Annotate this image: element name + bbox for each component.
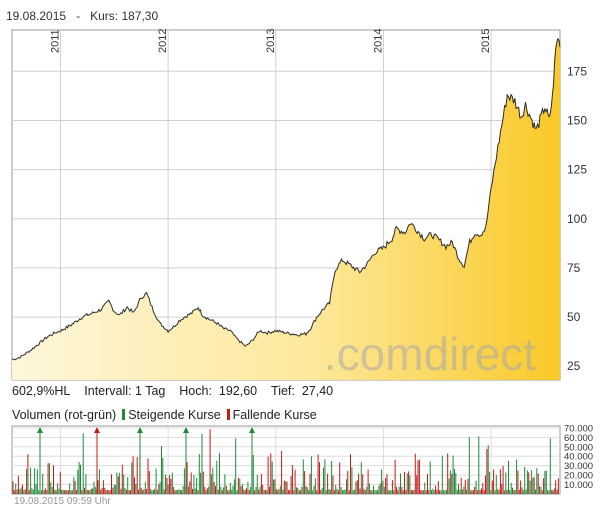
stat-hoch-value: 192,60 [218,384,258,398]
stat-tief-value: 27,40 [301,384,334,398]
volume-y-tick-labels: 10.00020.00030.00040.00050.00060.00070.0… [564,424,593,491]
price-x-tick-label: 2015 [480,29,492,53]
rising-label: Steigende Kurse [128,408,221,422]
price-y-tick-label: 100 [567,212,587,226]
falling-swatch [226,409,230,420]
volume-y-tick-label: 10.000 [564,480,593,491]
price-area [12,38,560,381]
price-y-tick-label: 25 [567,359,581,373]
volume-y-tick-label: 70.000 [564,424,593,434]
price-x-tick-label: 2013 [265,29,277,53]
price-x-tick-label: 2014 [372,29,384,53]
price-y-tick-label: 125 [567,163,587,177]
header-date: 19.08.2015 [6,9,67,23]
header-separator: - [76,9,81,23]
volume-legend: Volumen (rot-grün) Steigende Kurse Fallend… [12,408,317,422]
stat-hl: 602,9%HL [12,384,71,398]
price-y-tick-label: 175 [567,64,587,78]
volume-y-tick-label: 50.000 [564,442,593,453]
chart-header: 19.08.2015 - Kurs: 187,30 [6,9,158,23]
price-y-tick-label: 150 [567,113,587,127]
price-x-tick-label: 2011 [49,29,61,53]
rising-swatch [122,409,126,420]
watermark-logo: .comdirect [324,328,536,380]
price-x-tick-label: 2012 [157,29,169,53]
volume-chart: 10.00020.00030.00040.00050.00060.00070.0… [11,424,593,495]
falling-label: Fallende Kurse [232,408,317,422]
volume-grid [12,426,560,494]
volume-peak-arrow [183,427,189,433]
volume-bars [12,427,559,494]
volume-y-tick-label: 40.000 [564,452,593,463]
price-y-tick-label: 75 [567,261,581,275]
stat-hoch-label: Hoch: [179,384,212,398]
stat-tief-label: Tief: [271,384,295,398]
volume-y-tick-label: 30.000 [564,461,593,472]
stat-intervall-label: Intervall: [84,384,132,398]
volume-peak-arrow [137,427,143,433]
price-line [11,37,561,361]
price-y-tick-labels: 25 50 75 100 125 150 175 [567,64,587,373]
volume-peak-arrow [94,427,100,433]
price-y-tick-label: 50 [567,310,581,324]
volume-y-tick-label: 20.000 [564,471,593,482]
header-kurs-label: Kurs: [90,9,119,23]
volume-peak-arrow [249,427,255,433]
volume-peak-arrow [37,427,43,433]
price-x-tick-labels: 2011 2012 2013 2014 2015 [49,29,492,53]
stat-intervall-value: 1 Tag [135,384,166,398]
volume-title: Volumen (rot-grün) [12,408,117,422]
stats-bar: 602,9%HL Intervall: 1 Tag Hoch: 192,60 T… [12,384,333,398]
volume-y-tick-label: 60.000 [564,433,593,444]
footer-timestamp: 19.08.2015 09:59 Uhr [14,496,111,507]
header-kurs-value: 187,30 [121,9,159,23]
